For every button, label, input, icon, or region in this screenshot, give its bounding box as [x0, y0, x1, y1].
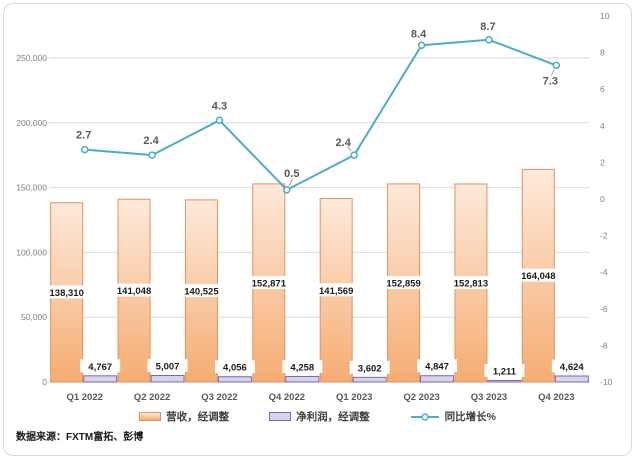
revenue-bar-label: 152,871	[252, 278, 287, 289]
right-axis-tick-label: -10	[600, 377, 613, 387]
net-profit-bar-label-box	[417, 359, 458, 373]
net-profit-bar	[285, 375, 320, 383]
x-axis-label: Q1 2023	[336, 392, 372, 403]
legend-label-revenue: 营收，经调整	[166, 411, 230, 423]
revenue-bar-label-box	[110, 283, 158, 297]
net-profit-bar	[217, 376, 252, 383]
yoy-growth-label: 4.3	[212, 100, 227, 112]
left-axis-tick-label: 150,000	[16, 183, 47, 193]
right-axis-tick-label: 0	[600, 194, 605, 204]
net-profit-swatch-icon	[269, 412, 292, 421]
revenue-bar-label-box	[245, 275, 293, 289]
revenue-bar-label-box	[380, 275, 428, 289]
revenue-bar-label: 141,048	[117, 286, 151, 297]
right-axis-tick-label: 10	[600, 11, 610, 21]
net-profit-bar	[487, 379, 522, 383]
legend-item-net-profit: 净利润，经调整	[269, 409, 370, 424]
right-axis-tick-label: -2	[600, 231, 608, 241]
net-profit-bar-label-box	[282, 359, 323, 373]
chart-area: 138,310 141,048 140,525 152,871 141,569 152,8…	[16, 11, 613, 403]
net-profit-bar-label-box	[214, 360, 255, 374]
revenue-bar-label-box	[514, 268, 562, 282]
yoy-growth-marker	[215, 116, 224, 125]
yoy-growth-marker	[417, 41, 426, 50]
legend-item-yoy-growth: 同比增长%	[410, 409, 496, 424]
revenue-bar-label: 140,525	[184, 286, 219, 297]
net-profit-bar	[150, 375, 185, 383]
net-profit-bar-label: 4,258	[290, 362, 314, 373]
yoy-growth-label: 2.7	[76, 130, 91, 142]
yoy-growth-marker	[552, 61, 561, 70]
net-profit-bar	[554, 375, 589, 383]
net-profit-bar-label: 1,211	[493, 366, 517, 377]
net-profit-bar-label-box	[80, 359, 121, 373]
yoy-growth-marker	[350, 151, 358, 159]
yoy-growth-label: 8.4	[411, 28, 427, 40]
net-profit-bar-label: 5,007	[156, 362, 180, 373]
label-leader-line	[288, 178, 294, 187]
yoy-growth-marker	[80, 145, 89, 154]
label-leader-line	[550, 69, 555, 76]
revenue-bar-label: 138,310	[50, 288, 84, 299]
left-axis-tick-label: 200,000	[16, 118, 47, 128]
right-axis-tick-label: 2	[600, 157, 605, 167]
legend-label-yoy-growth: 同比增长%	[444, 411, 496, 423]
net-profit-bar-label-box	[551, 359, 592, 373]
net-profit-bar	[352, 376, 387, 383]
left-axis-tick-label: 250,000	[16, 53, 47, 63]
revenue-bar-label: 152,813	[454, 278, 488, 289]
net-profit-bar-label: 4,847	[425, 362, 449, 373]
yoy-growth-marker	[283, 186, 291, 194]
yoy-line-swatch-icon	[410, 412, 439, 421]
revenue-bar-label: 164,048	[521, 271, 555, 282]
yoy-growth-marker	[148, 151, 156, 159]
revenue-bar-label-box	[312, 283, 360, 297]
net-profit-bar-label: 3,602	[358, 363, 382, 374]
net-profit-bar-label: 4,624	[560, 362, 584, 373]
net-profit-bar-label: 4,767	[88, 362, 112, 373]
yoy-growth-label: 2.4	[143, 135, 159, 147]
x-axis-label: Q3 2022	[201, 392, 237, 403]
revenue-bar-label-box	[177, 283, 225, 297]
yoy-growth-marker	[485, 36, 493, 44]
x-axis-label: Q1 2022	[66, 392, 102, 403]
revenue-swatch-icon	[139, 412, 162, 421]
yoy-growth-line	[84, 38, 557, 191]
revenue-bar-label-box	[447, 275, 495, 289]
net-profit-bar-label-box	[484, 363, 525, 377]
x-axis-label: Q4 2022	[269, 392, 305, 403]
revenue-bar-label: 141,569	[319, 286, 353, 297]
right-axis-tick-label: 4	[600, 121, 605, 131]
left-axis-tick-label: 100,000	[16, 247, 47, 257]
right-axis-tick-label: -8	[600, 340, 608, 350]
x-axis-label: Q3 2023	[471, 392, 507, 403]
right-axis-tick-label: 8	[600, 48, 605, 58]
legend-label-net-profit: 净利润，经调整	[296, 411, 370, 423]
net-profit-bar-label-box	[147, 359, 188, 373]
label-leader-line	[346, 145, 352, 152]
revenue-bar-label-box	[43, 285, 91, 299]
left-axis-tick-label: 50,000	[21, 312, 47, 322]
net-profit-bar-label: 4,056	[223, 363, 247, 374]
legend: 营收，经调整 净利润，经调整 同比增长%	[0, 409, 635, 424]
net-profit-bar-label-box	[349, 360, 390, 374]
legend-item-revenue: 营收，经调整	[139, 409, 229, 424]
yoy-growth-label: 7.3	[543, 75, 558, 87]
net-profit-bar	[83, 375, 118, 383]
yoy-growth-label: 0.5	[284, 168, 299, 180]
right-axis-tick-label: 6	[600, 84, 605, 94]
x-axis-label: Q2 2023	[403, 392, 439, 403]
yoy-growth-label: 2.4	[336, 137, 352, 149]
net-profit-bar	[420, 375, 455, 383]
left-axis-tick-label: 0	[42, 377, 47, 387]
right-axis-tick-label: -4	[600, 267, 608, 277]
data-source: 数据来源：FXTM富拓、彭博	[16, 432, 144, 443]
right-axis-tick-label: -6	[600, 304, 608, 314]
x-axis-label: Q4 2023	[538, 392, 574, 403]
x-axis-label: Q2 2022	[134, 392, 170, 403]
revenue-bar-label: 152,859	[386, 278, 420, 289]
yoy-growth-label: 8.7	[480, 21, 495, 33]
